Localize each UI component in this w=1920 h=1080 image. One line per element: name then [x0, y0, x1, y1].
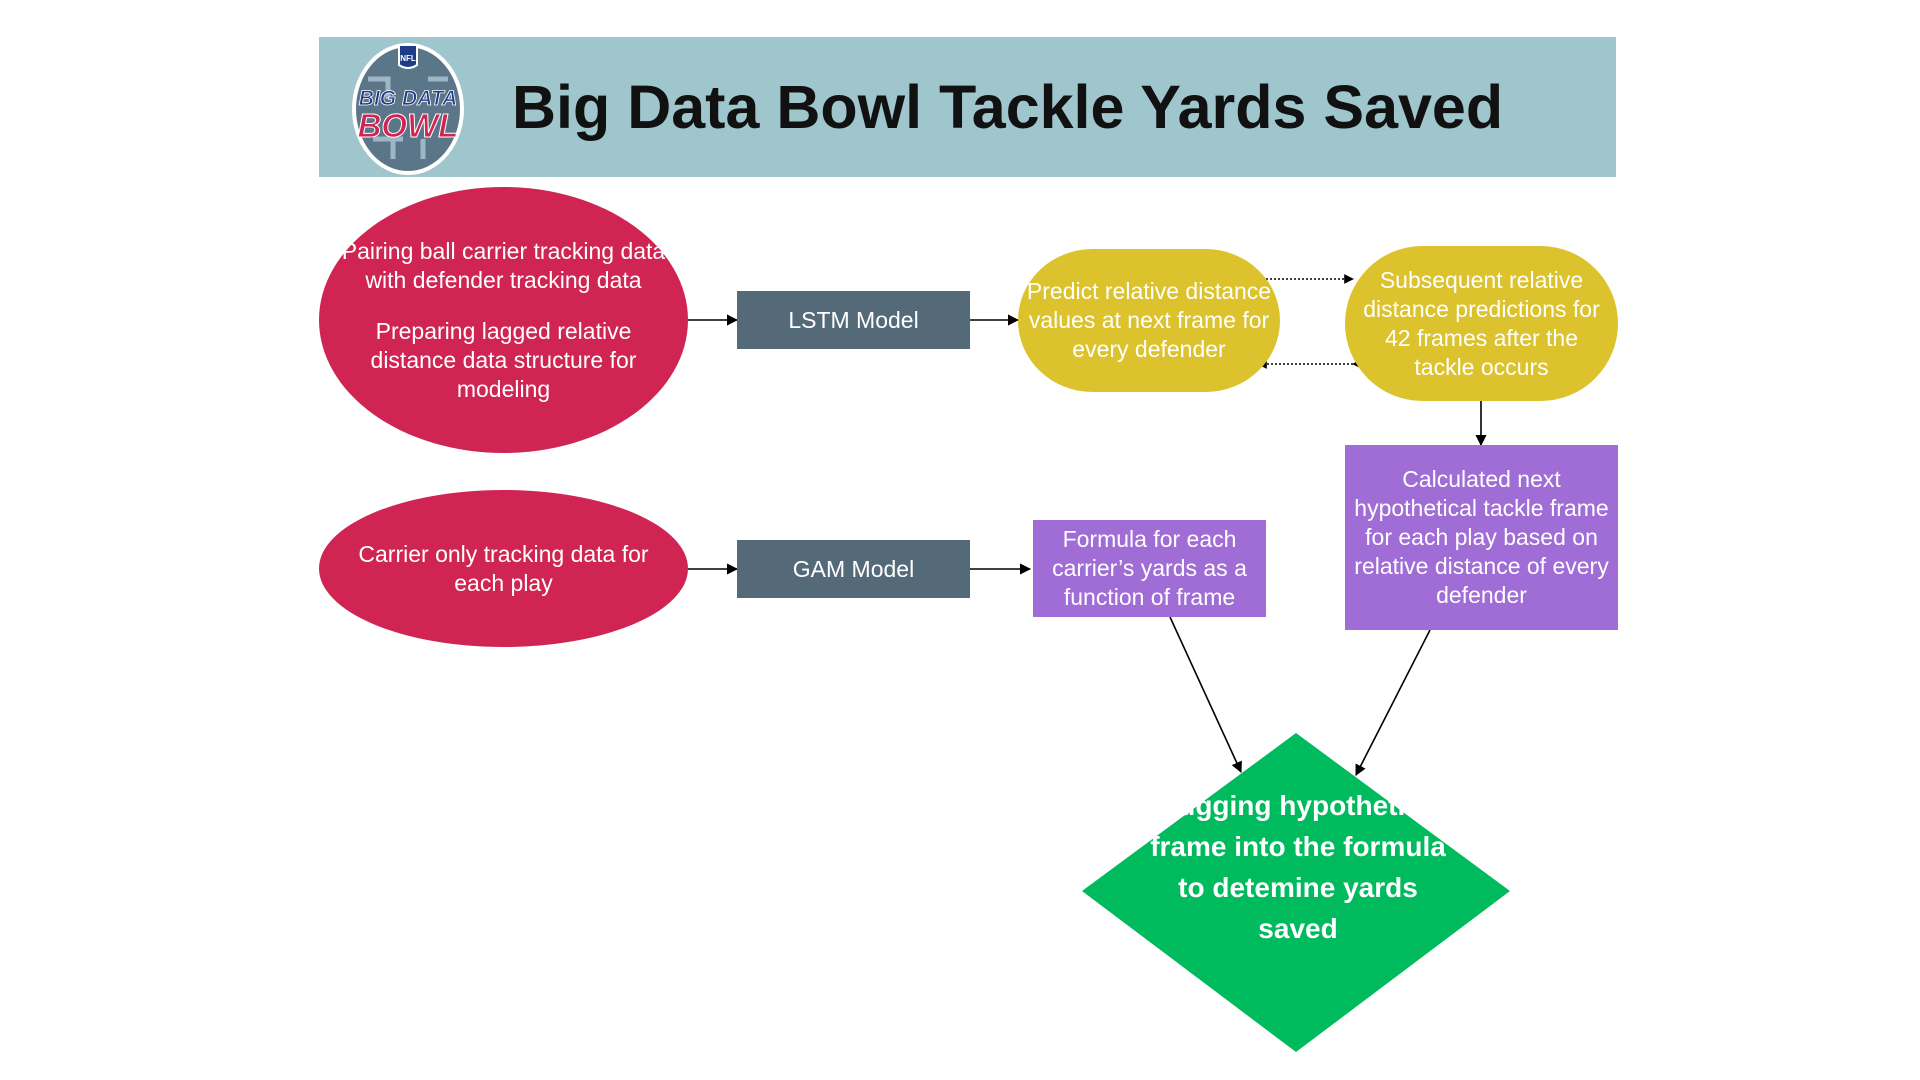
gam-model-label: GAM Model: [792, 555, 915, 582]
pairing-text: Pairing ball carrier tracking data with …: [341, 237, 666, 293]
logo-big-data-text: BIG DATA: [359, 87, 457, 110]
big-data-bowl-logo: NFL BIG DATA BOWL: [352, 43, 464, 175]
predict-distance-node: Predict relative distance values at next…: [1018, 249, 1280, 392]
ellipse-pairing-data: Pairing ball carrier tracking data with …: [319, 187, 688, 453]
title-banner: NFL BIG DATA BOWL Big Data Bowl Tackle Y…: [319, 37, 1616, 177]
arrow-calculated-to-diamond: [1355, 629, 1431, 776]
calculated-tackle-frame-text: Calculated next hypothetical tackle fram…: [1354, 466, 1609, 608]
page-title: Big Data Bowl Tackle Yards Saved: [512, 73, 1504, 141]
diamond-shape: [1082, 733, 1510, 1052]
calculated-tackle-frame-box: Calculated next hypothetical tackle fram…: [1345, 445, 1618, 630]
subsequent-predictions-text: Subsequent relative distance predictions…: [1363, 266, 1600, 380]
logo-nfl-text: NFL: [400, 54, 416, 63]
predict-distance-text: Predict relative distance values at next…: [1026, 278, 1272, 362]
formula-box: Formula for each carrier’s yards as a fu…: [1033, 520, 1266, 617]
gam-model-box: GAM Model: [737, 540, 970, 598]
formula-text: Formula for each carrier’s yards as a fu…: [1052, 526, 1247, 610]
lstm-model-label: LSTM Model: [788, 306, 919, 333]
preparing-text: Preparing lagged relative distance data …: [370, 317, 637, 402]
subsequent-predictions-node: Subsequent relative distance predictions…: [1345, 246, 1618, 401]
ellipse-carrier-only: Carrier only tracking data for each play: [319, 490, 688, 647]
carrier-only-text: Carrier only tracking data for each play: [358, 540, 649, 596]
logo-bowl-text: BOWL: [358, 107, 459, 144]
diamond-yards-saved-text: Plugging hypothetical frame into the for…: [1150, 790, 1446, 944]
arrow-formula-to-diamond: [1169, 616, 1242, 774]
lstm-model-box: LSTM Model: [737, 291, 970, 349]
